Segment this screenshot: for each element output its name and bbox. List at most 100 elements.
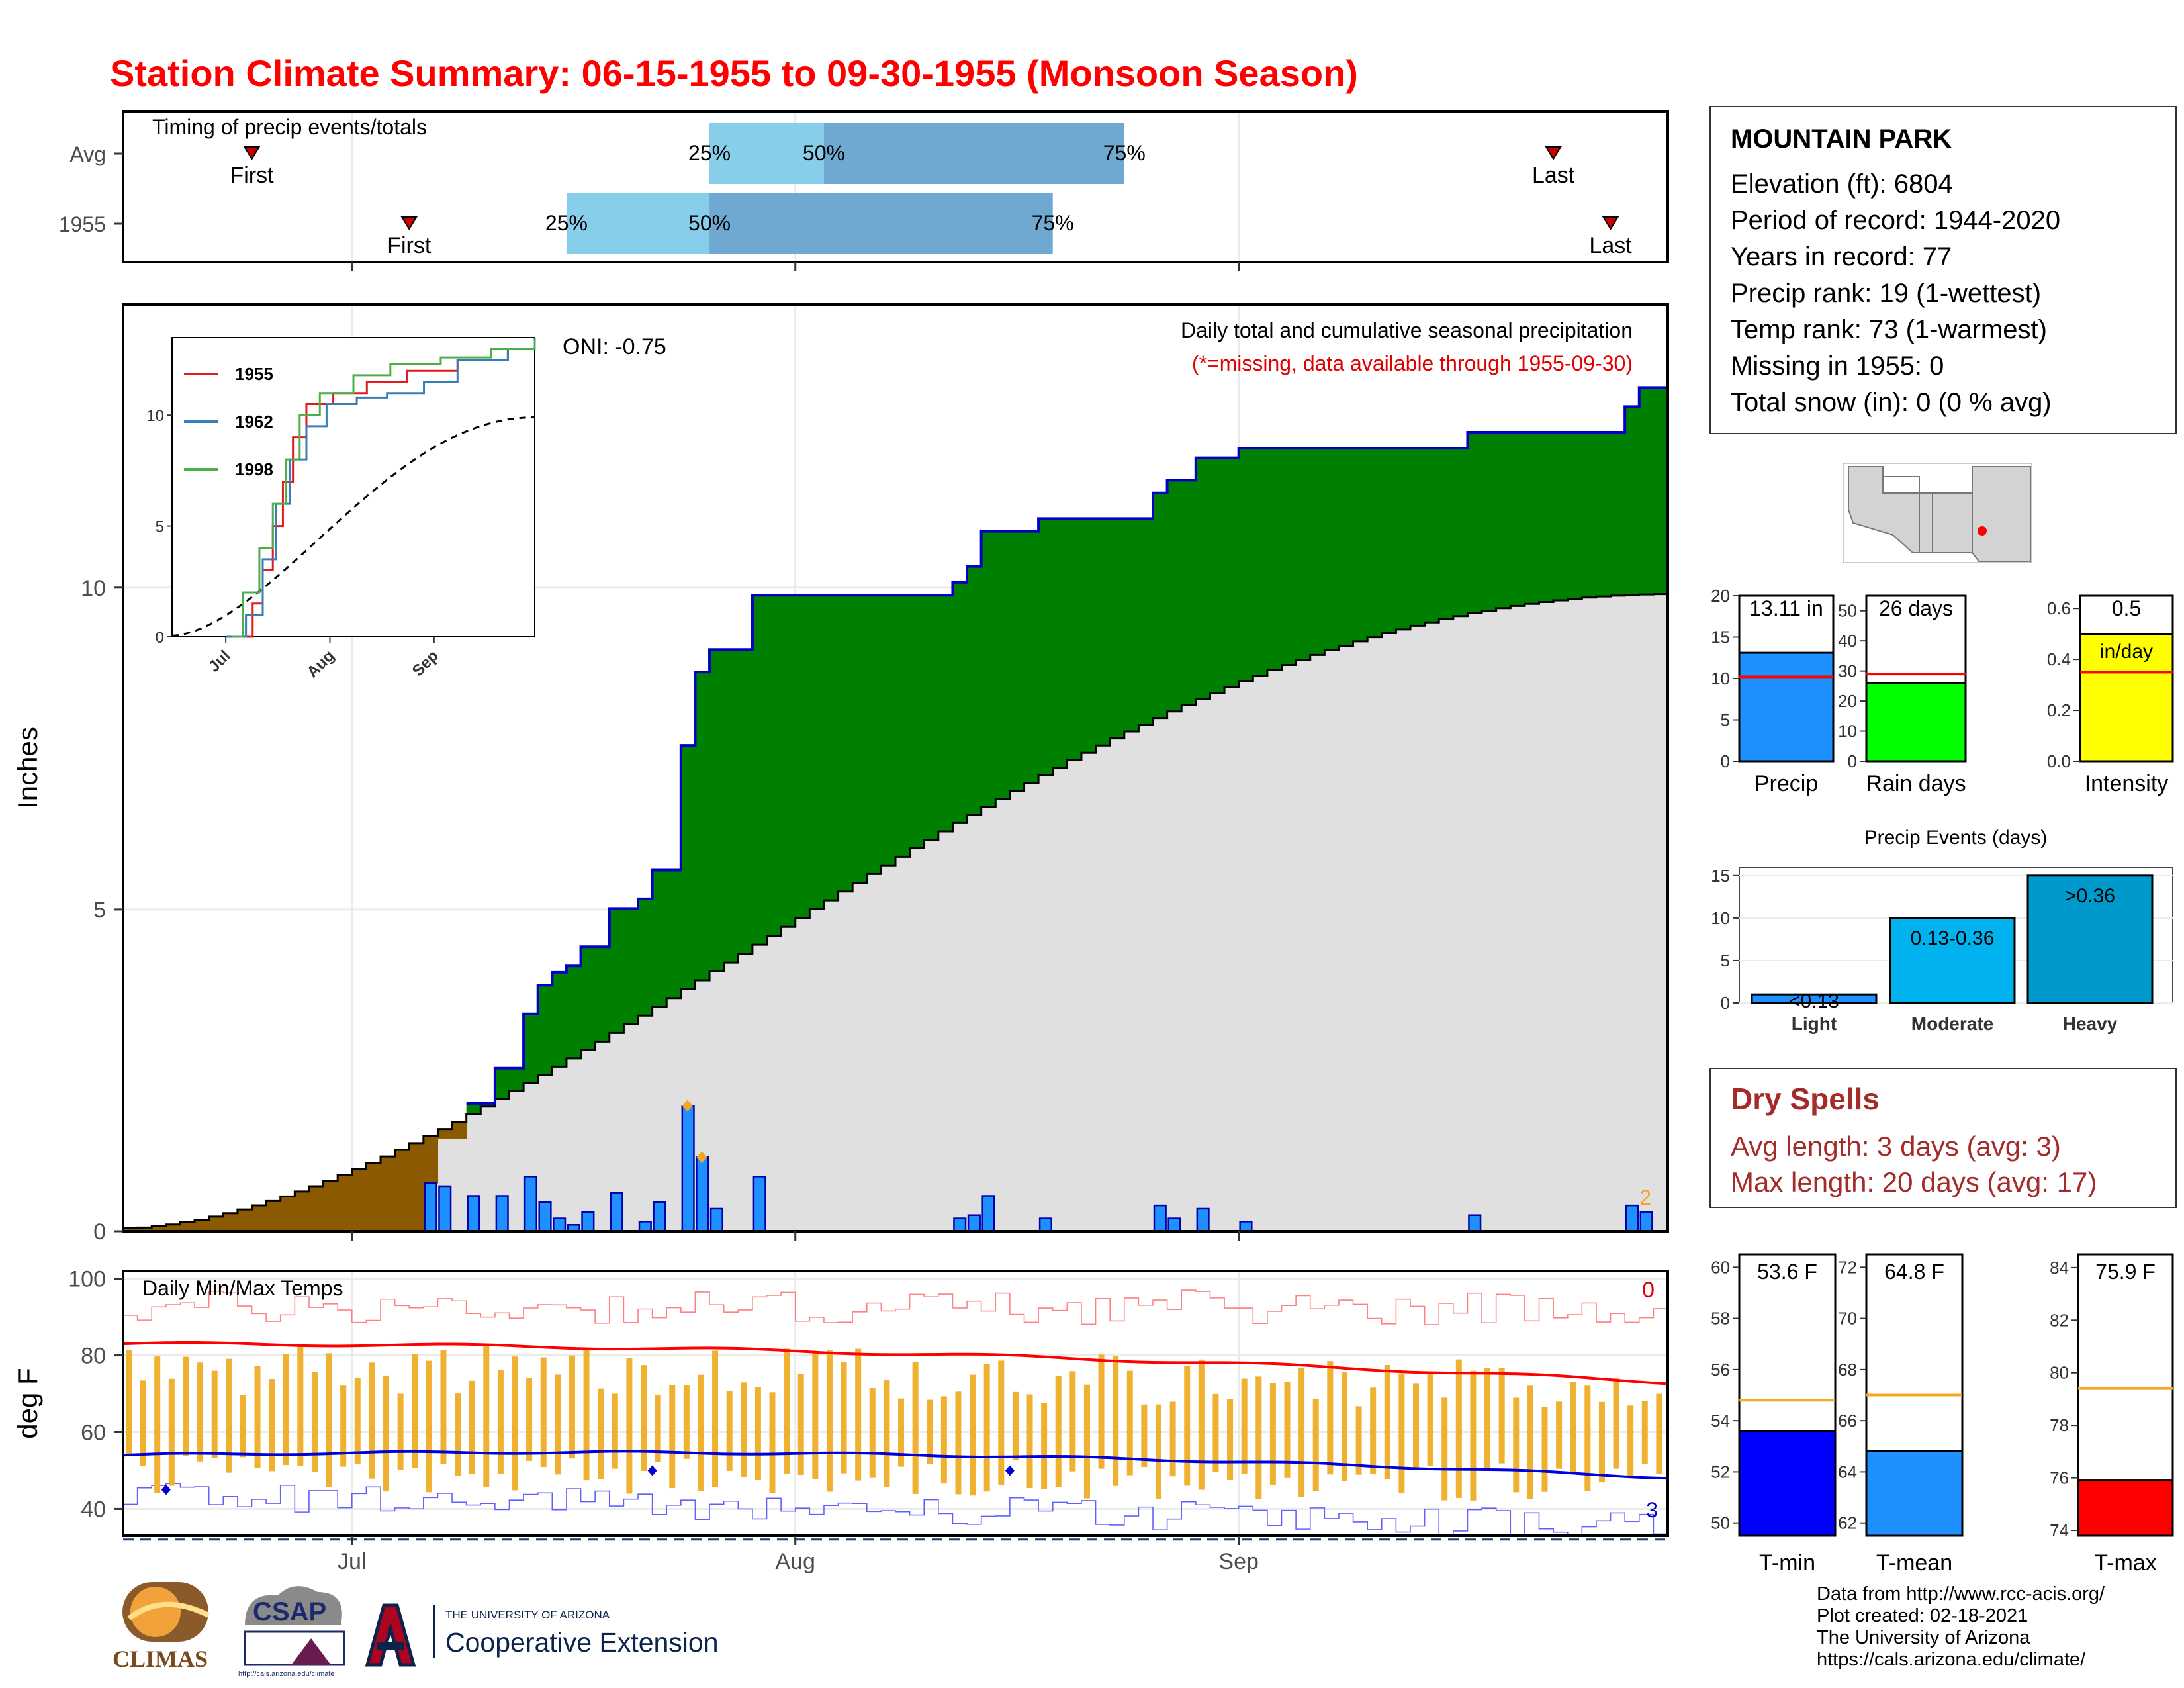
- station-snow: Total snow (in): 0 (0 % avg): [1731, 388, 2052, 417]
- above-average-area: [1653, 387, 1668, 594]
- daily-temp-range-bar: [569, 1355, 575, 1459]
- above-average-area: [1124, 518, 1139, 732]
- timing-p75-label: 75%: [1032, 211, 1074, 235]
- daily-precip-bar: [1239, 1221, 1253, 1233]
- dry-spells: Dry Spells Avg length: 3 days (avg: 3) M…: [1709, 1068, 2177, 1208]
- summary-ytick-label: 20: [1838, 691, 1857, 711]
- above-average-area: [1367, 448, 1383, 637]
- above-average-area: [466, 1103, 481, 1115]
- cumulative-observed-line: [466, 386, 1668, 1105]
- daily-precip-bar: [1167, 1217, 1181, 1233]
- daily-temp-range-bar: [1041, 1403, 1048, 1489]
- above-average-area: [537, 985, 553, 1075]
- oni-label: ONI: -0.75: [563, 334, 666, 359]
- above-average-area: [781, 595, 796, 927]
- below-average-area: [409, 1143, 424, 1231]
- inset-legend-label: 1955: [235, 364, 273, 384]
- x-tick-label: Sep: [1218, 1549, 1259, 1574]
- above-average-area: [1024, 531, 1039, 783]
- above-average-area: [1110, 518, 1125, 739]
- above-average-area: [952, 582, 968, 823]
- temp-ytick-label: 60: [81, 1420, 106, 1445]
- dry-spells-avg: Avg length: 3 days (avg: 3): [1731, 1131, 2061, 1162]
- daily-temp-range-bar: [1141, 1404, 1148, 1468]
- daily-temp-range-bar: [1169, 1401, 1176, 1477]
- above-average-area: [638, 898, 653, 1016]
- daily-temp-range-bar: [397, 1393, 404, 1470]
- events-ytick-label: 10: [1711, 908, 1730, 928]
- daily-temp-range-bar: [154, 1356, 161, 1493]
- station-precip-rank: Precip rank: 19 (1-wettest): [1731, 279, 2042, 308]
- below-average-area: [338, 1175, 353, 1231]
- daily-temp-range-bar: [1656, 1393, 1662, 1474]
- summary-ytick-label: 0.0: [2047, 751, 2071, 771]
- tempbar-bar: [1865, 1450, 1964, 1537]
- above-average-area: [709, 649, 725, 972]
- daily-temp-range-bar: [698, 1374, 704, 1491]
- daily-temp-range-bar: [826, 1350, 833, 1492]
- daily-temp-range-bar: [869, 1388, 876, 1478]
- above-average-area: [1009, 531, 1025, 791]
- daily-temp-range-bar: [1584, 1385, 1591, 1491]
- daily-precip-bar: [681, 1105, 695, 1233]
- last-label: Last: [1532, 163, 1575, 188]
- daily-temp-range-bar: [1198, 1359, 1205, 1490]
- last-label: Last: [1589, 233, 1632, 258]
- summary-bar: [1738, 651, 1835, 763]
- summary-ytick-label: 15: [1711, 628, 1730, 647]
- above-average-area: [1610, 432, 1625, 596]
- daily-temp-range-bar: [1355, 1406, 1362, 1475]
- daily-temp-range-bar: [455, 1393, 461, 1476]
- above-average-area: [1496, 432, 1511, 608]
- below-average-area: [237, 1209, 253, 1231]
- daily-temp-range-bar: [955, 1391, 962, 1495]
- daily-temp-range-bar: [784, 1348, 790, 1474]
- daily-temp-range-bar: [369, 1362, 375, 1479]
- above-average-area: [1224, 457, 1240, 687]
- above-average-area: [480, 1103, 496, 1107]
- daily-precip-bar: [553, 1217, 567, 1233]
- above-average-area: [838, 595, 853, 892]
- daily-precip-bar: [953, 1217, 967, 1233]
- daily-temp-range-bar: [1113, 1356, 1119, 1486]
- below-average-area: [251, 1205, 267, 1231]
- temp-frame: [122, 1270, 1669, 1537]
- daily-temp-range-bar: [812, 1352, 819, 1479]
- daily-temp-range-bar: [340, 1385, 347, 1467]
- above-average-area: [981, 531, 996, 807]
- above-average-area: [566, 966, 582, 1058]
- summary-ytick-label: 5: [1721, 710, 1730, 730]
- summary-value-label: 26 days: [1879, 596, 1953, 620]
- station-elevation: Elevation (ft): 6804: [1731, 169, 1953, 199]
- daily-temp-range-bar: [1470, 1370, 1477, 1501]
- daily-temp-range-bar: [412, 1354, 418, 1468]
- timing-title: Timing of precip events/totals: [152, 115, 427, 139]
- daily-temp-range-bar: [912, 1362, 919, 1494]
- daily-temp-range-bar: [927, 1399, 933, 1464]
- daily-temp-range-bar: [254, 1366, 261, 1468]
- daily-temp-range-bar: [1156, 1404, 1161, 1499]
- events-bar: [1889, 917, 2016, 1004]
- below-average-area: [137, 1227, 152, 1231]
- x-tick-label: Jul: [338, 1549, 366, 1574]
- daily-temp-range-bar: [526, 1377, 533, 1461]
- daily-temp-range-bar: [797, 1374, 804, 1475]
- daily-temp-range-bar: [140, 1380, 146, 1466]
- tempbar-ytick-label: 52: [1711, 1462, 1730, 1481]
- below-average-area: [208, 1216, 224, 1231]
- temp-min-missing: 3: [1646, 1498, 1658, 1522]
- tempbar-name-label: T-max: [2094, 1550, 2156, 1575]
- events-ytick-label: 15: [1711, 866, 1730, 886]
- inset-ytick-label: 10: [146, 407, 164, 425]
- daily-temp-range-bar: [1083, 1384, 1090, 1499]
- ua-small-text: THE UNIVERSITY OF ARIZONA: [445, 1609, 610, 1621]
- footer-line: https://cals.arizona.edu/climate/: [1817, 1649, 2086, 1670]
- daily-temp-range-bar: [598, 1388, 604, 1479]
- below-average-area: [394, 1150, 410, 1231]
- x-axis: Jul Aug Sep: [338, 262, 1259, 1574]
- above-average-area: [1539, 432, 1554, 602]
- tempbar-value-label: 64.8 F: [1884, 1260, 1944, 1284]
- station-temp-rank: Temp rank: 73 (1-warmest): [1731, 315, 2047, 344]
- tempbar-ytick-label: 50: [1711, 1513, 1730, 1533]
- summary-ytick-label: 0.4: [2047, 649, 2071, 669]
